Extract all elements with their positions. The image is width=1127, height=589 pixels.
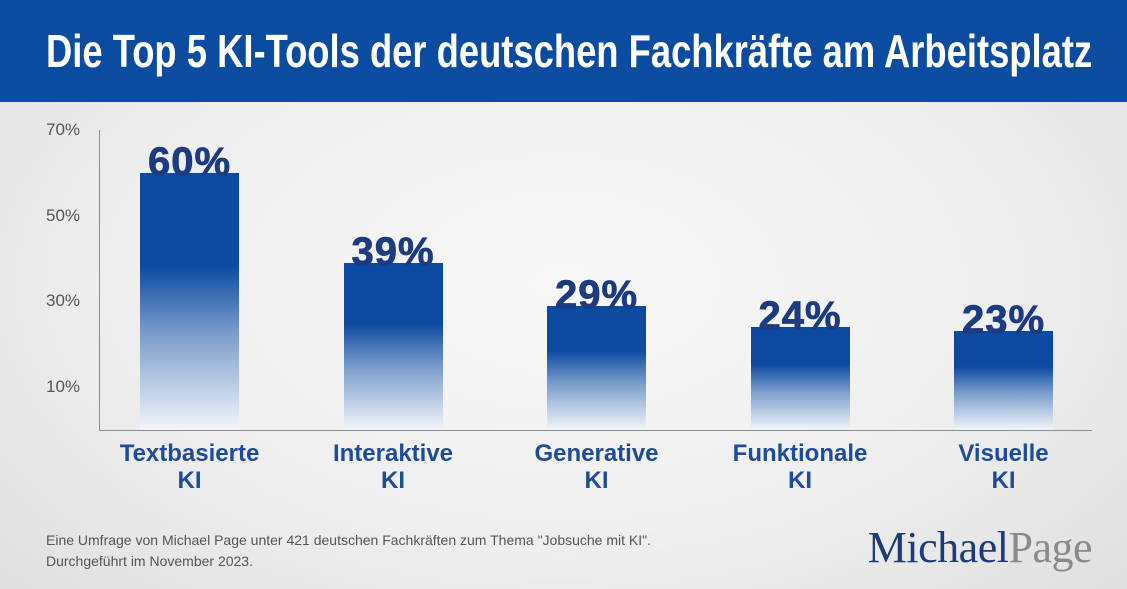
bar-funktionale-ki [750,327,850,430]
bar-interaktive-ki [343,262,443,430]
x-tick-label: Interaktive KI [332,440,454,494]
y-tick-label: 30% [46,291,81,311]
page-title: Die Top 5 KI-Tools der deutschen Fachkrä… [46,25,1093,77]
y-axis-line [99,130,100,430]
bar-textbasierte-ki [140,172,239,430]
data-label: 23% [961,298,1046,343]
title-banner: Die Top 5 KI-Tools der deutschen Fachkrä… [0,0,1127,102]
x-tick-label: Funktionale KI [732,440,868,494]
footnote: Eine Umfrage von Michael Page unter 421 … [46,530,651,572]
data-label: 39% [351,229,435,274]
x-tick-label: Textbasierte KI [119,440,260,494]
footnote-line: Eine Umfrage von Michael Page unter 421 … [46,532,651,548]
michael-page-logo: MichaelPage [867,523,1093,572]
data-label: 29% [554,272,639,317]
y-tick-label: 50% [46,205,81,225]
footnote-line: Durchgeführt im November 2023. [46,553,253,569]
data-label: 60% [147,139,232,184]
x-tick-label: Generative KI [534,440,659,494]
bar-generative-ki [547,305,646,430]
bar-visuelle-ki [954,331,1053,430]
data-label: 24% [758,294,842,339]
x-tick-label: Visuelle KI [958,440,1049,494]
logo-michael-text: Michael [867,523,1009,572]
logo-page-text: Page [1008,523,1092,572]
y-tick-label: 70% [46,120,81,139]
y-tick-label: 10% [46,377,81,397]
x-axis-line [99,430,1092,431]
